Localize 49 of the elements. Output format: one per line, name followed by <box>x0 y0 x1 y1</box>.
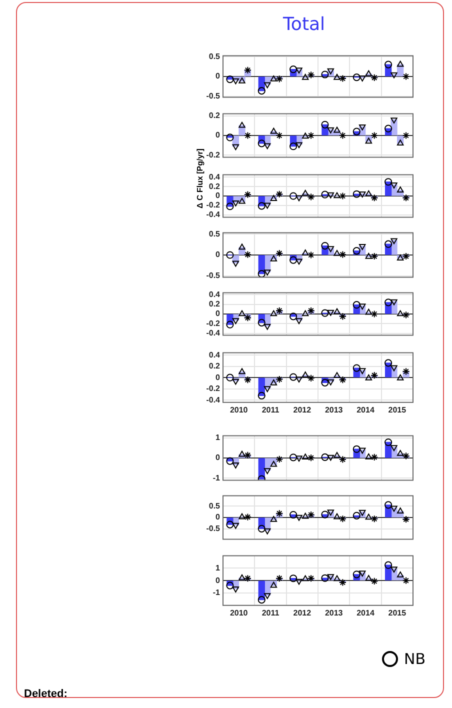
y-tick-label: 0 <box>216 191 221 200</box>
y-tick-label: -0.4 <box>206 210 221 220</box>
y-tick-label: 0.4 <box>208 290 221 299</box>
y-tick-label: -1 <box>212 473 221 482</box>
y-tick-label: 1 <box>216 563 221 572</box>
y-tick-label: 0.4 <box>208 350 221 360</box>
y-tick-label: -0.5 <box>206 524 221 534</box>
y-tick-label: -1 <box>212 588 221 598</box>
legend-label: NB <box>404 650 426 668</box>
y-tick-label: -0.5 <box>206 92 221 101</box>
y-tick-label: -0.2 <box>206 150 221 160</box>
x-tick-label: 2014 <box>356 405 375 414</box>
y-tick-label: -0.2 <box>206 318 221 328</box>
y-tick-label: 0 <box>216 250 221 260</box>
y-tick-label: 0.5 <box>208 229 221 238</box>
y-tick-label: 0.4 <box>208 172 221 182</box>
y-tick-label: 0 <box>216 512 221 522</box>
x-tick-label: 2015 <box>388 405 407 414</box>
y-tick-label: 0 <box>216 372 221 382</box>
x-tick-label: 2013 <box>324 405 344 414</box>
y-tick-label: -0.4 <box>206 395 221 404</box>
y-tick-label: -0.5 <box>206 271 221 280</box>
x-tick-label: 2013 <box>324 608 344 618</box>
x-tick-label: 2011 <box>262 608 280 618</box>
x-tick-label: 2012 <box>293 405 312 414</box>
y-tick-label: 0.5 <box>208 501 221 510</box>
x-tick-label: 2010 <box>230 608 248 618</box>
y-tick-label: 1 <box>216 433 221 442</box>
y-tick-label: -0.4 <box>206 328 221 338</box>
y-tick-label: 0.2 <box>208 300 221 309</box>
y-tick-label: 0.2 <box>208 362 221 371</box>
y-axis-title: Δ C Flux [Pg/yr] <box>196 148 204 210</box>
chart-title: Total <box>283 14 326 35</box>
y-tick-label: 0.5 <box>208 52 221 61</box>
y-tick-label: 0 <box>216 309 221 318</box>
x-tick-label: 2014 <box>356 608 375 618</box>
x-tick-label: 2015 <box>388 608 407 618</box>
y-tick-label: 0 <box>216 130 221 140</box>
y-tick-label: -0.2 <box>206 384 221 394</box>
y-tick-label: 0.2 <box>208 110 221 120</box>
y-tick-label: 0 <box>216 576 221 585</box>
x-tick-label: 2010 <box>230 405 248 414</box>
x-tick-label: 2011 <box>262 405 280 414</box>
y-tick-label: -0.2 <box>206 200 221 210</box>
y-tick-label: 0.2 <box>208 182 221 191</box>
text: Deleted: <box>24 688 68 700</box>
y-tick-label: 0 <box>216 72 221 81</box>
y-tick-label: 0 <box>216 453 221 462</box>
x-tick-label: 2012 <box>293 608 312 618</box>
